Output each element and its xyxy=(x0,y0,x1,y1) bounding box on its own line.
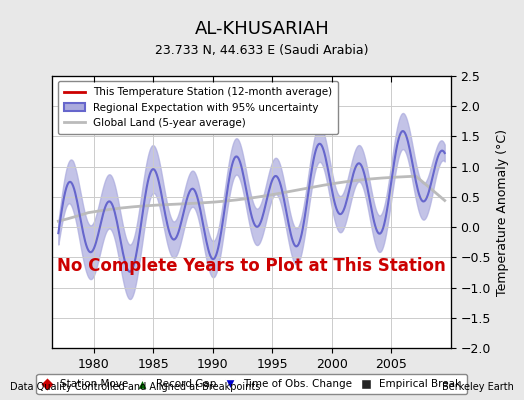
Text: 23.733 N, 44.633 E (Saudi Arabia): 23.733 N, 44.633 E (Saudi Arabia) xyxy=(155,44,369,57)
Legend: Station Move, Record Gap, Time of Obs. Change, Empirical Break: Station Move, Record Gap, Time of Obs. C… xyxy=(37,374,466,394)
Text: Berkeley Earth: Berkeley Earth xyxy=(442,382,514,392)
Y-axis label: Temperature Anomaly (°C): Temperature Anomaly (°C) xyxy=(496,128,509,296)
Text: No Complete Years to Plot at This Station: No Complete Years to Plot at This Statio… xyxy=(57,258,446,275)
Text: Data Quality Controlled and Aligned at Breakpoints: Data Quality Controlled and Aligned at B… xyxy=(10,382,261,392)
Text: AL-KHUSARIAH: AL-KHUSARIAH xyxy=(194,20,330,38)
